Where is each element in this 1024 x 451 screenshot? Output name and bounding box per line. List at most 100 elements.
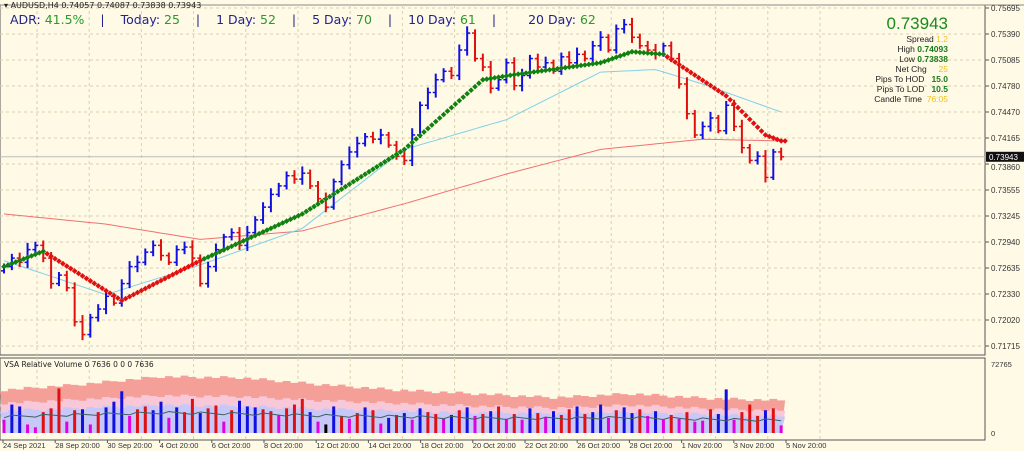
trend-dot	[668, 56, 675, 63]
ohlc-bar	[409, 128, 416, 167]
ohlc-bar	[236, 227, 243, 250]
netchg-label: Net Chg	[895, 64, 927, 74]
x-tick-label: 20 Oct 20:00	[473, 441, 516, 450]
ohlc-bar	[55, 272, 62, 287]
volume-bar	[261, 409, 265, 433]
trend-dot	[374, 163, 380, 170]
separator: |	[387, 12, 393, 27]
trend-dot	[338, 186, 345, 192]
collapse-triangle-icon[interactable]: ▾	[4, 1, 11, 10]
trend-dot	[534, 68, 541, 75]
trend-dot	[652, 50, 659, 57]
ohlc-bar	[621, 19, 628, 34]
trend-dot	[452, 101, 459, 107]
trend-dot	[381, 158, 388, 165]
trend-dot	[644, 50, 651, 56]
ohlc-bar	[699, 121, 706, 140]
volume-bar	[57, 388, 61, 433]
low-value: 0.73838	[917, 54, 948, 64]
trend-dot	[739, 108, 745, 115]
trend-dot	[307, 206, 313, 212]
trend-dot	[637, 49, 643, 56]
ohlc-bar	[401, 150, 408, 166]
ohlc-bar	[448, 66, 455, 80]
volume-bar	[583, 414, 587, 433]
volume-bar	[151, 410, 155, 433]
ohlc-bar	[346, 146, 353, 170]
volume-bar	[65, 421, 69, 433]
trend-dot	[782, 138, 788, 144]
volume-bar	[2, 419, 6, 433]
trend-dot	[409, 139, 416, 146]
trend-dot	[173, 269, 180, 276]
ohlc-bar	[369, 131, 376, 144]
high-label: High	[897, 44, 915, 54]
ohlc-bar	[158, 239, 164, 261]
trend-dot	[303, 208, 310, 215]
low-label: Low	[899, 54, 915, 64]
adr-label: ADR:	[10, 12, 41, 27]
day1-label: 1 Day:	[216, 12, 257, 27]
trend-dot	[695, 74, 702, 81]
trend-dot	[283, 218, 290, 224]
ohlc-bar	[252, 216, 259, 236]
trend-dot	[742, 112, 749, 119]
volume-bar	[638, 409, 642, 433]
volume-bar	[779, 425, 783, 433]
y-tick-label: 0.74780	[991, 82, 1020, 91]
trend-dot	[405, 143, 412, 149]
ohlc-bar	[676, 53, 683, 89]
trend-dot	[228, 243, 235, 250]
day10-value: 61	[459, 12, 476, 27]
volume-bar	[520, 419, 524, 433]
trend-dot	[291, 214, 298, 221]
volume-bar	[669, 414, 673, 433]
volume-bar	[426, 412, 430, 433]
ohlc-bar	[738, 119, 745, 154]
y-tick-label: 0.75085	[991, 56, 1020, 65]
volume-bar	[709, 409, 712, 433]
ohlc-bar	[315, 181, 321, 203]
volume-bar	[245, 406, 249, 433]
day20-value: 62	[579, 12, 596, 27]
spread-value: 1.2	[936, 34, 948, 44]
x-tick-label: 28 Sep 20:00	[55, 441, 100, 450]
ohlc-bar	[440, 68, 447, 83]
volume-bar	[143, 406, 147, 433]
volume-bar	[10, 404, 14, 433]
trend-dot	[758, 128, 765, 134]
trend-dot	[240, 238, 247, 244]
trend-dot	[330, 191, 337, 197]
ohlc-bar	[613, 24, 620, 54]
day5-value: 70	[356, 12, 372, 27]
volume-bar	[277, 414, 281, 433]
trend-dot	[197, 257, 204, 264]
trend-dot	[142, 285, 149, 292]
candle-time-row: Candle Time 76:05	[874, 94, 948, 104]
trend-dot	[67, 265, 74, 272]
ohlc-bar	[715, 114, 722, 134]
volume-bar	[324, 424, 328, 433]
y-tick-label: 0.74470	[991, 108, 1020, 117]
volume-bar	[49, 408, 53, 433]
volume-bar	[434, 414, 438, 433]
ohlc-bar	[464, 26, 471, 56]
trend-dot	[511, 71, 518, 78]
volume-bar	[591, 412, 595, 433]
volume-pane-title: VSA Relative Volume 0 7636 0 0 0 7636	[4, 360, 154, 369]
trend-dot	[436, 115, 443, 121]
trend-dot	[244, 236, 251, 242]
volume-bar	[308, 412, 312, 433]
trend-dot	[554, 65, 561, 72]
volume-bar	[701, 420, 705, 433]
ohlc-bar	[354, 136, 361, 158]
volume-bar	[18, 406, 22, 433]
volume-average-line	[3, 411, 782, 422]
y-tick-label: 0.72940	[991, 238, 1020, 247]
volume-bar	[183, 412, 187, 433]
ohlc-bar	[212, 243, 219, 272]
trend-dot	[79, 273, 86, 279]
trend-dot	[193, 259, 200, 266]
trend-dot	[311, 203, 317, 210]
